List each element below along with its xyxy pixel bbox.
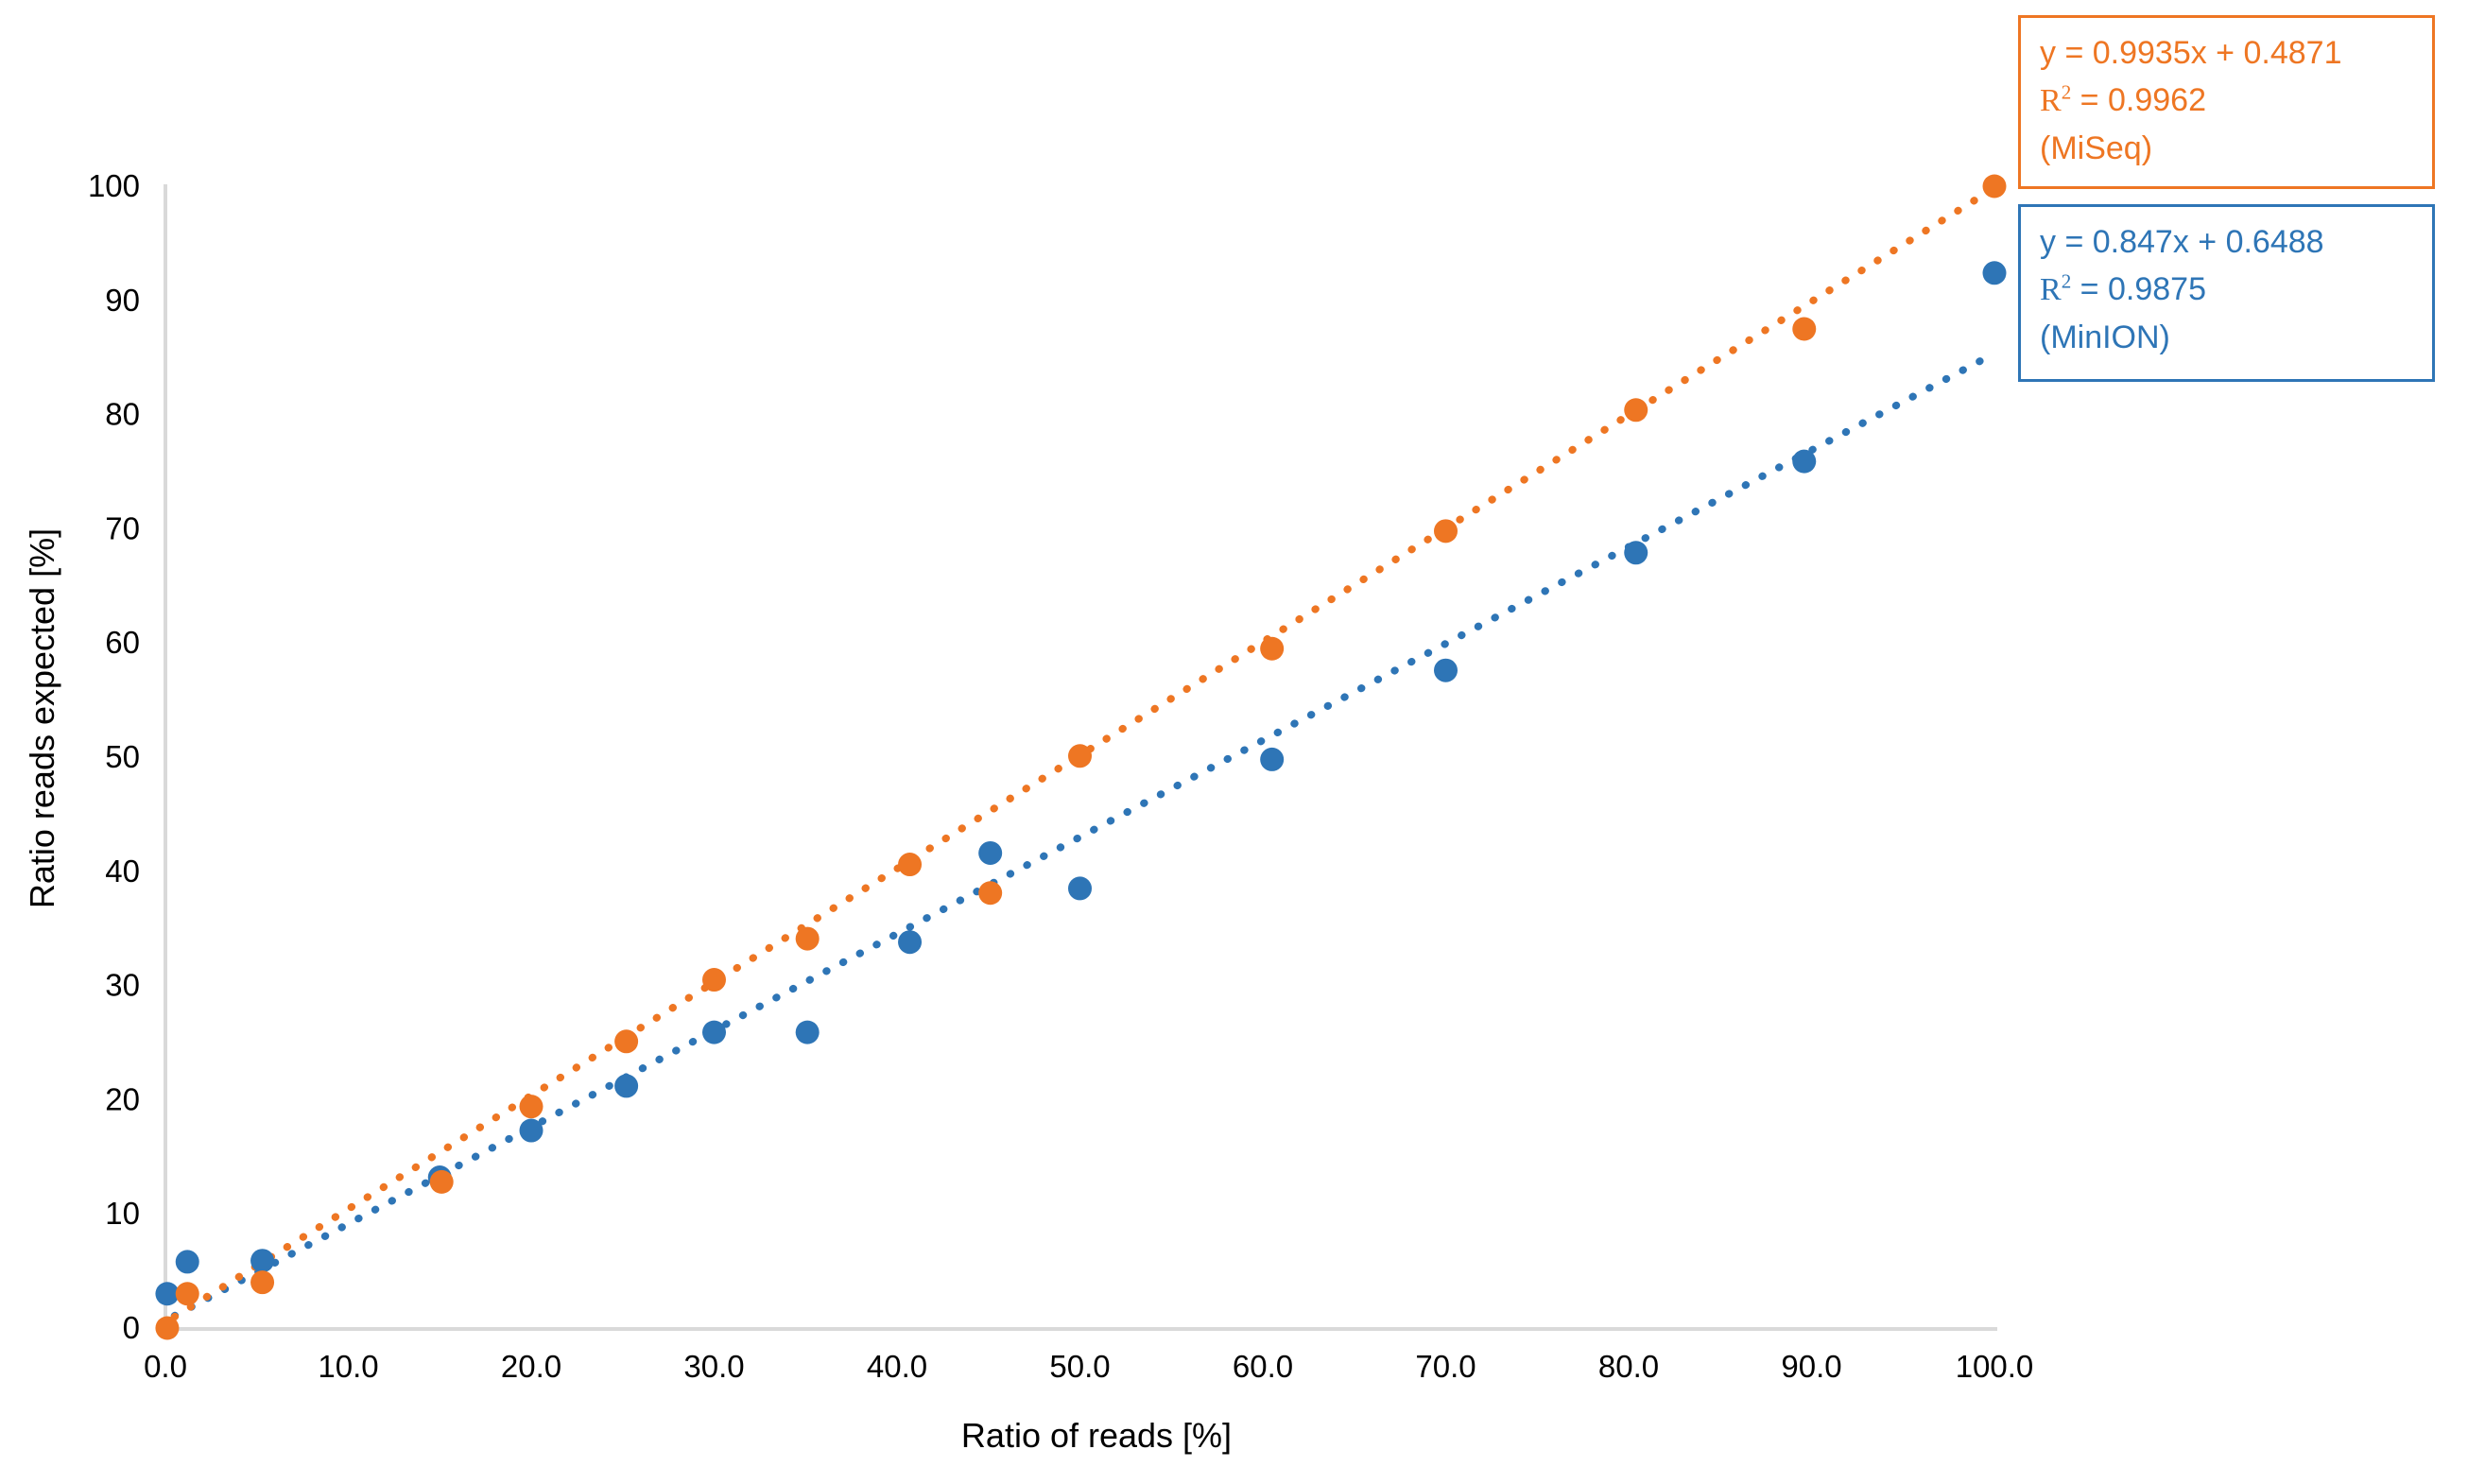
miseq-data-point xyxy=(1434,519,1458,544)
y-tick-label: 50 xyxy=(105,739,140,774)
miseq-data-point xyxy=(175,1282,199,1306)
miseq-data-point xyxy=(702,968,726,992)
miseq-equation-box: y = 0.9935x + 0.4871 R2 = 0.9962 (MiSeq) xyxy=(2018,15,2435,189)
y-axis-title: Ratio reads expected [%] xyxy=(23,527,61,909)
miseq-r2-symbol: R xyxy=(2040,83,2062,118)
miseq-data-point xyxy=(898,853,923,877)
miseq-data-point xyxy=(614,1029,639,1054)
x-tick-label: 0.0 xyxy=(144,1349,187,1384)
y-tick-label: 30 xyxy=(105,968,140,1003)
x-tick-label: 30.0 xyxy=(683,1349,744,1384)
miseq-data-point xyxy=(1624,398,1648,423)
minion-data-point xyxy=(614,1074,639,1098)
x-tick-label: 70.0 xyxy=(1415,1349,1476,1384)
miseq-r2-value: = 0.9962 xyxy=(2071,82,2206,118)
x-tick-label: 90.0 xyxy=(1781,1349,1841,1384)
x-axis-title: Ratio of reads [%] xyxy=(960,1416,1233,1455)
minion-data-point xyxy=(978,840,1003,865)
minion-data-point xyxy=(250,1249,275,1273)
miseq-data-point xyxy=(795,926,820,951)
minion-r2-symbol: R xyxy=(2040,272,2062,307)
miseq-data-point xyxy=(1982,174,2007,198)
miseq-data-point xyxy=(1792,317,1817,341)
x-tick-label: 60.0 xyxy=(1233,1349,1293,1384)
minion-r2-text: R2 = 0.9875 xyxy=(2040,266,2432,314)
minion-r2-exponent: 2 xyxy=(2061,269,2072,293)
minion-r2-value: = 0.9875 xyxy=(2071,271,2206,307)
y-tick-label: 60 xyxy=(105,625,140,660)
y-tick-label: 40 xyxy=(105,854,140,889)
minion-data-point xyxy=(1792,449,1817,474)
y-tick-label: 70 xyxy=(105,510,140,545)
x-tick-label: 10.0 xyxy=(318,1349,378,1384)
minion-data-point xyxy=(795,1020,820,1044)
miseq-trendline xyxy=(170,183,1998,1321)
miseq-data-point xyxy=(429,1169,454,1194)
miseq-series-label: (MiSeq) xyxy=(2040,130,2153,166)
minion-equation-text: y = 0.847x + 0.6488 xyxy=(2040,224,2324,260)
miseq-data-point xyxy=(155,1316,180,1340)
minion-equation-box: y = 0.847x + 0.6488 R2 = 0.9875 (MinION) xyxy=(2018,204,2435,382)
y-tick-label: 90 xyxy=(105,283,140,318)
x-tick-label: 50.0 xyxy=(1049,1349,1110,1384)
y-tick-label: 10 xyxy=(105,1196,140,1231)
miseq-r2-exponent: 2 xyxy=(2061,80,2072,104)
y-tick-label: 80 xyxy=(105,397,140,432)
miseq-data-point xyxy=(1260,636,1285,661)
minion-data-point xyxy=(1068,876,1092,901)
miseq-equation-text: y = 0.9935x + 0.4871 xyxy=(2040,35,2342,71)
miseq-r2-text: R2 = 0.9962 xyxy=(2040,77,2432,125)
miseq-data-point xyxy=(250,1270,275,1295)
y-tick-label: 0 xyxy=(123,1310,140,1345)
y-tick-label: 100 xyxy=(88,168,140,203)
miseq-data-point xyxy=(1068,744,1092,768)
minion-data-point xyxy=(1982,261,2007,285)
x-tick-label: 40.0 xyxy=(867,1349,927,1384)
minion-data-point xyxy=(898,930,923,955)
x-tick-label: 20.0 xyxy=(501,1349,561,1384)
minion-series-label: (MinION) xyxy=(2040,319,2170,355)
y-tick-label: 20 xyxy=(105,1081,140,1116)
x-tick-label: 100.0 xyxy=(1956,1349,2034,1384)
miseq-data-point xyxy=(519,1095,544,1119)
miseq-data-point xyxy=(978,881,1003,906)
minion-data-point xyxy=(519,1118,544,1143)
minion-data-point xyxy=(175,1250,199,1274)
x-tick-label: 80.0 xyxy=(1598,1349,1659,1384)
minion-data-point xyxy=(702,1020,726,1044)
minion-data-point xyxy=(1434,658,1458,682)
minion-data-point xyxy=(1624,541,1648,565)
minion-data-point xyxy=(1260,747,1285,771)
minion-data-point xyxy=(155,1282,180,1306)
minion-trendline xyxy=(170,349,1998,1320)
